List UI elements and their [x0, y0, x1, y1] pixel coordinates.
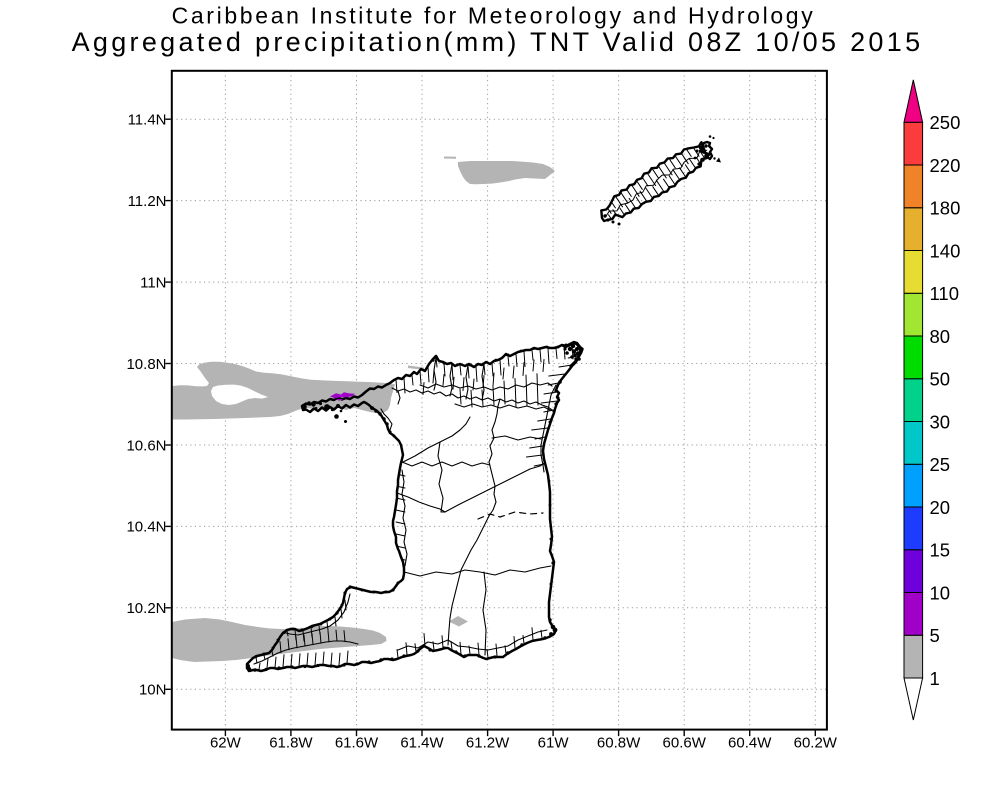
svg-text:20: 20 [930, 497, 951, 518]
svg-text:110: 110 [930, 283, 960, 304]
svg-text:1: 1 [930, 668, 940, 689]
svg-text:10.6N: 10.6N [126, 437, 166, 454]
svg-text:220: 220 [930, 155, 961, 176]
svg-text:11.2N: 11.2N [128, 193, 167, 210]
svg-text:50: 50 [930, 369, 951, 390]
svg-text:10.2N: 10.2N [126, 600, 166, 617]
svg-text:60.8W: 60.8W [597, 735, 641, 752]
svg-text:140: 140 [930, 240, 961, 261]
svg-text:11.4N: 11.4N [128, 112, 167, 129]
svg-text:11N: 11N [140, 274, 166, 291]
svg-text:60.6W: 60.6W [663, 735, 707, 752]
svg-text:10.8N: 10.8N [126, 356, 166, 373]
svg-text:60.4W: 60.4W [728, 735, 772, 752]
svg-text:30: 30 [930, 411, 951, 432]
svg-text:61W: 61W [538, 735, 570, 752]
svg-text:10.4N: 10.4N [126, 519, 166, 536]
svg-text:180: 180 [930, 198, 961, 219]
svg-text:10N: 10N [139, 682, 167, 699]
svg-text:25: 25 [930, 454, 951, 475]
svg-text:Aggregated precipitation(mm) T: Aggregated precipitation(mm) TNT Valid 0… [72, 27, 924, 57]
svg-text:61.4W: 61.4W [400, 735, 444, 752]
svg-text:Caribbean Institute for Meteor: Caribbean Institute for Meteorology and … [172, 2, 816, 28]
svg-text:5: 5 [930, 625, 940, 646]
svg-text:80: 80 [930, 326, 951, 347]
svg-text:61.6W: 61.6W [335, 735, 379, 752]
svg-text:62W: 62W [210, 735, 242, 752]
svg-text:15: 15 [930, 540, 951, 561]
svg-text:61.8W: 61.8W [269, 735, 313, 752]
svg-text:10: 10 [930, 582, 951, 603]
svg-text:61.2W: 61.2W [466, 735, 510, 752]
svg-text:250: 250 [930, 112, 961, 133]
svg-text:60.2W: 60.2W [794, 735, 838, 752]
